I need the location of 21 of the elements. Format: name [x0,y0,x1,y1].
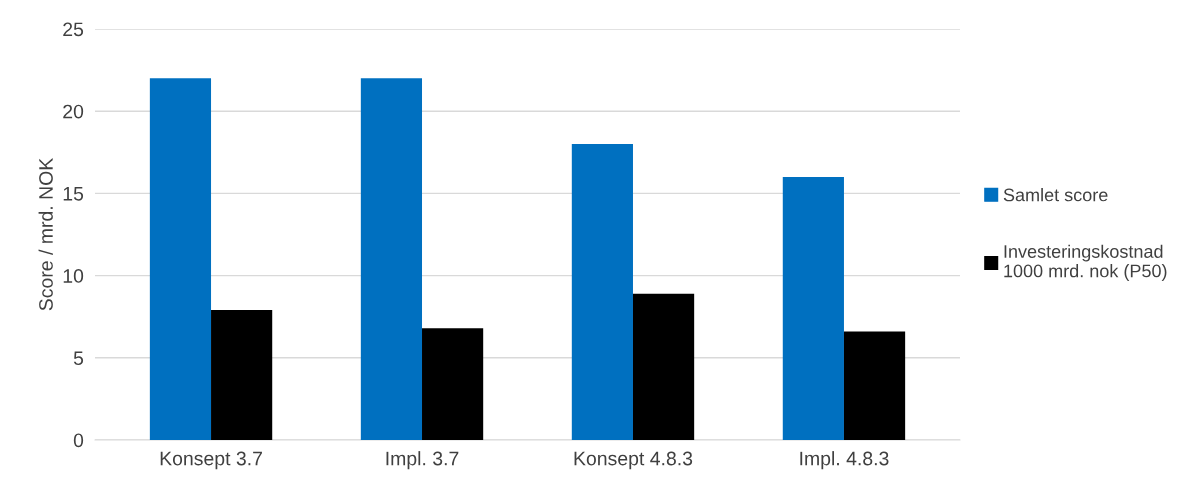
y-tick-label: 5 [73,351,84,366]
x-tick-label: Impl. 3.7 [386,451,459,470]
bar [149,78,212,440]
y-tick-label: 25 [63,22,84,37]
bar [632,293,695,440]
x-tick-label: Konsept 3.7 [160,451,262,470]
x-tick-label: Impl. 4.8.3 [800,451,889,470]
legend-label: Investeringskostnad 1000 mrd. nok (P50) [1004,244,1167,281]
x-tick-label: Konsept 4.8.3 [574,451,693,470]
y-tick-label: 0 [73,433,84,448]
bar [782,176,844,440]
y-axis-title: Score / mrd. NOK [38,158,53,311]
y-tick-label: 10 [63,269,84,283]
bar [571,144,633,440]
y-tick-label: 20 [63,104,84,119]
bar [843,331,906,440]
bar [422,328,484,440]
y-tick-label: 15 [63,187,84,201]
legend-label: Samlet score [1003,188,1108,202]
bar [211,310,273,440]
bar [360,78,423,440]
